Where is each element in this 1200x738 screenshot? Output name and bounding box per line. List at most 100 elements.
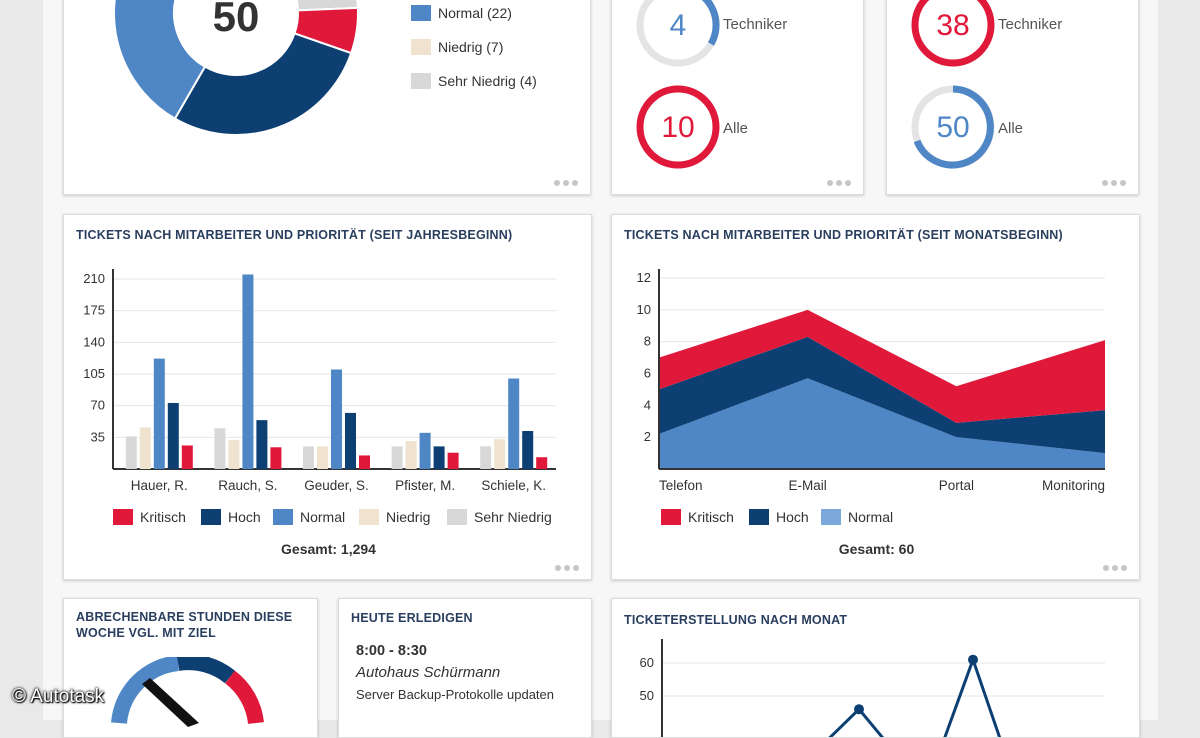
bar-hoch[interactable] <box>522 431 534 469</box>
hours-gauge-needle <box>142 678 199 727</box>
priority-donut-chart: 50 <box>113 0 359 136</box>
x-tick-label: Pfister, M. <box>395 478 455 493</box>
legend-item-kritisch[interactable]: Kritisch <box>661 509 734 525</box>
legend-item-normal[interactable]: Normal <box>273 509 345 525</box>
line-point[interactable] <box>968 654 978 665</box>
legend-sehr-niedrig: Sehr Niedrig (4) <box>411 73 537 89</box>
gauge-label-techniker-2: Techniker <box>998 16 1063 33</box>
more-options-menu[interactable] <box>554 180 578 186</box>
x-tick-label: Rauch, S. <box>218 478 277 493</box>
gauge-label-alle-1: Alle <box>723 120 749 137</box>
bar-normal[interactable] <box>508 378 520 469</box>
y-tick-label: 105 <box>83 366 105 381</box>
gauge-arc-1 <box>701 0 720 46</box>
legend-swatch <box>273 509 293 525</box>
legend-swatch-niedrig <box>411 39 431 55</box>
bar-kritisch[interactable] <box>447 452 459 469</box>
legend-item-sehr-niedrig[interactable]: Sehr Niedrig <box>447 509 552 525</box>
bar-hoch[interactable] <box>345 412 356 469</box>
hours-gauge <box>111 657 264 727</box>
legend-normal: Normal (22) <box>411 5 512 21</box>
legend-label-niedrig: Niedrig (7) <box>438 39 504 55</box>
area-hoch[interactable] <box>659 336 1105 454</box>
legend-niedrig: Niedrig (7) <box>411 39 503 55</box>
legend-item-niedrig[interactable]: Niedrig <box>359 509 430 525</box>
bar-sehr-niedrig[interactable] <box>125 436 137 469</box>
gauge-label-alle-2: Alle <box>998 120 1024 137</box>
today-title: HEUTE ERLEDIGEN <box>351 611 473 625</box>
x-tick-label: Telefon <box>659 478 703 493</box>
legend-swatch-normal <box>411 5 431 21</box>
area-kritisch[interactable] <box>659 309 1105 423</box>
chart-card-month: TICKETS NACH MITARBEITER UND PRIORITÄT (… <box>611 214 1140 580</box>
legend-label: Normal <box>300 509 346 525</box>
y-tick-label: 12 <box>637 270 651 285</box>
today-time: 8:00 - 8:30 <box>356 643 427 659</box>
monthly-title: TICKETERSTELLUNG NACH MONAT <box>624 613 848 627</box>
hours-title: ABRECHENBARE STUNDEN DIESE WOCHE VGL. MI… <box>76 609 292 641</box>
line-point[interactable] <box>854 704 864 715</box>
legend-swatch <box>661 509 681 525</box>
bar-normal[interactable] <box>419 432 431 469</box>
gauge-card-2: 38 50 Techniker Alle <box>886 0 1139 195</box>
bar-niedrig[interactable] <box>228 440 240 469</box>
bar-normal[interactable] <box>242 274 254 469</box>
donut-slice-normal[interactable] <box>113 0 254 121</box>
legend-item-kritisch[interactable]: Kritisch <box>113 509 186 525</box>
gauge-label-techniker-1: Techniker <box>723 16 788 33</box>
bar-sehr-niedrig[interactable] <box>214 428 226 469</box>
bar-sehr-niedrig[interactable] <box>480 446 492 469</box>
y-tick-label: 6 <box>644 366 651 381</box>
bar-kritisch[interactable] <box>359 455 370 469</box>
x-tick-label: Portal <box>939 478 974 493</box>
legend-label-sehr-niedrig: Sehr Niedrig (4) <box>438 73 537 89</box>
legend-swatch <box>359 509 379 525</box>
bar-sehr-niedrig[interactable] <box>303 446 314 469</box>
y-tick-label: 10 <box>637 302 651 317</box>
bar-kritisch[interactable] <box>270 447 282 469</box>
bar-hoch[interactable] <box>256 420 268 469</box>
legend-label: Hoch <box>776 509 809 525</box>
bar-kritisch[interactable] <box>536 457 548 469</box>
hours-gauge-kritisch-arc <box>224 670 264 725</box>
more-options-menu[interactable] <box>1102 180 1126 186</box>
area-chart-month: 2 4 6 8 10 12 Telefon E-Mail Portal Monitoring <box>637 269 1105 493</box>
monthly-line <box>828 655 1002 737</box>
legend-item-hoch[interactable]: Hoch <box>201 509 261 525</box>
y-tick-label: 60 <box>640 655 654 670</box>
hours-title-line2: WOCHE VGL. MIT ZIEL <box>76 626 216 640</box>
bar-normal[interactable] <box>153 358 165 469</box>
bar-niedrig[interactable] <box>405 440 417 469</box>
bar-kritisch[interactable] <box>181 445 193 469</box>
bar-niedrig[interactable] <box>317 446 328 469</box>
today-card: HEUTE ERLEDIGEN 8:00 - 8:30 Autohaus Sch… <box>338 598 592 738</box>
bar-niedrig[interactable] <box>139 427 151 469</box>
y-tick-label: 8 <box>644 334 651 349</box>
gauge-value-2: 10 <box>661 111 694 144</box>
bar-hoch[interactable] <box>433 446 445 469</box>
total-month: Gesamt: 60 <box>838 541 915 557</box>
more-options-menu[interactable] <box>555 565 579 571</box>
legend-item-normal[interactable]: Normal <box>821 509 893 525</box>
bar-niedrig[interactable] <box>494 439 506 469</box>
hours-gauge-normal-arc <box>111 657 180 724</box>
bar-hoch[interactable] <box>167 402 179 469</box>
y-tick-label: 140 <box>83 334 105 349</box>
chart-title-month: TICKETS NACH MITARBEITER UND PRIORITÄT (… <box>624 228 1063 242</box>
legend-item-hoch[interactable]: Hoch <box>749 509 809 525</box>
area-normal[interactable] <box>659 378 1105 469</box>
bar-sehr-niedrig[interactable] <box>391 446 403 469</box>
bar-normal[interactable] <box>331 369 342 469</box>
x-tick-label: Monitoring <box>1042 478 1105 493</box>
gauge-track-2 <box>636 85 720 169</box>
y-tick-label: 210 <box>83 271 105 286</box>
donut-slice-hoch[interactable] <box>173 32 353 136</box>
watermark-logo: © Autotask <box>12 686 105 707</box>
more-options-menu[interactable] <box>1103 565 1127 571</box>
more-options-menu[interactable] <box>827 180 851 186</box>
gauge-track-3 <box>911 0 995 67</box>
y-tick-label: 175 <box>83 303 105 318</box>
gauge-value-1: 4 <box>670 9 687 42</box>
legend-swatch <box>447 509 467 525</box>
today-client[interactable]: Autohaus Schürmann <box>356 664 501 681</box>
